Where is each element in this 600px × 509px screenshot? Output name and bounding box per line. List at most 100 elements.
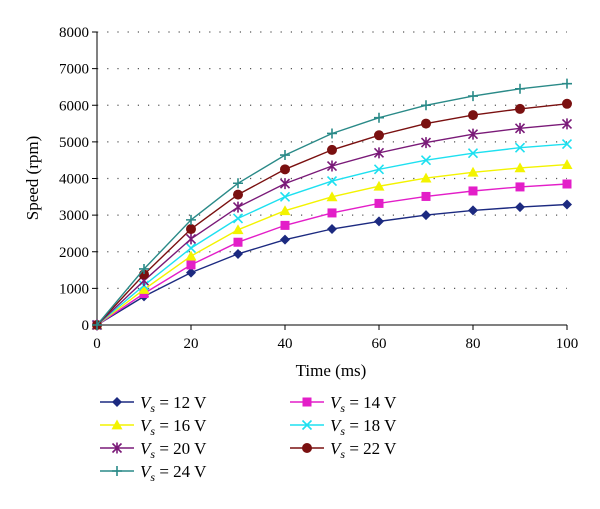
data-point [468, 205, 478, 216]
data-point [280, 164, 290, 175]
data-point [280, 220, 290, 230]
data-point [326, 191, 338, 202]
x-tick-label: 20 [184, 336, 199, 352]
data-point [138, 283, 150, 294]
data-point [186, 267, 196, 278]
data-point [421, 118, 431, 129]
legend-label: Vs = 16 V [140, 416, 207, 438]
series-6 [92, 78, 572, 330]
data-point [562, 199, 572, 210]
data-point [232, 213, 244, 224]
data-point [326, 160, 338, 172]
legend-marker [302, 443, 312, 453]
data-point [279, 191, 291, 202]
legend-marker [111, 442, 123, 454]
y-tick-label: 2000 [59, 245, 89, 261]
data-point [374, 198, 384, 208]
data-point [233, 237, 243, 247]
data-point [468, 110, 478, 121]
grid-layer [97, 31, 567, 289]
series-layer [91, 78, 573, 331]
data-point [515, 202, 525, 213]
x-tick-label: 80 [466, 336, 481, 352]
data-point [421, 100, 431, 111]
data-point [233, 189, 243, 200]
legend-item: Vs = 24 V [100, 462, 207, 484]
legend-marker [111, 419, 123, 430]
legend-label: Vs = 22 V [330, 439, 397, 461]
data-point [373, 164, 385, 175]
y-tick-label: 7000 [59, 62, 89, 78]
legend: Vs = 12 V Vs = 14 VVs = 16 V Vs = 18 VVs =… [100, 393, 397, 484]
data-point [279, 205, 291, 216]
data-point [514, 122, 526, 134]
legend-item: Vs = 12 V [100, 393, 207, 415]
data-point [420, 172, 432, 183]
data-point [185, 233, 197, 245]
data-point [280, 234, 290, 245]
x-tick-label: 60 [372, 336, 387, 352]
data-point [327, 144, 337, 155]
series-0 [92, 199, 572, 330]
data-point [561, 118, 573, 130]
data-point [280, 150, 290, 161]
data-point [514, 142, 526, 153]
legend-item: Vs = 22 V [290, 439, 397, 461]
data-point [232, 224, 244, 235]
legend-label: Vs = 24 V [140, 462, 207, 484]
legend-label: Vs = 20 V [140, 439, 207, 461]
data-point [374, 130, 384, 141]
y-tick-label: 3000 [59, 208, 89, 224]
legend-label: Vs = 12 V [140, 393, 207, 415]
legend-label: Vs = 14 V [330, 393, 397, 415]
data-point [92, 320, 102, 330]
legend-marker [301, 419, 313, 431]
data-point [467, 148, 479, 159]
data-point [468, 91, 478, 102]
series-2 [91, 159, 573, 330]
data-point [326, 175, 338, 187]
data-point [562, 98, 572, 109]
y-tick-label: 6000 [59, 98, 89, 114]
legend-item: Vs = 16 V [100, 416, 207, 438]
x-tick-label: 0 [93, 336, 101, 352]
legend-item: Vs = 14 V [290, 393, 397, 415]
data-point [515, 103, 525, 114]
data-point [561, 139, 573, 150]
data-point [374, 216, 384, 227]
data-point [515, 182, 525, 192]
data-point [421, 210, 431, 221]
x-tick-label: 100 [556, 336, 579, 352]
data-point [327, 224, 337, 235]
data-point [327, 208, 337, 218]
data-point [186, 224, 196, 235]
data-point [562, 179, 572, 189]
series-5 [92, 98, 572, 330]
legend-marker [112, 466, 122, 476]
data-point [373, 180, 385, 191]
data-point [373, 147, 385, 159]
series-line [96, 183, 568, 326]
data-point [233, 178, 243, 189]
data-point [562, 78, 572, 89]
y-axis-title: Speed (rpm) [23, 136, 42, 221]
data-point [421, 191, 431, 201]
data-point [232, 201, 244, 213]
data-point [561, 159, 573, 169]
data-point [139, 263, 149, 274]
series-3 [91, 139, 573, 331]
data-point [515, 83, 525, 94]
y-tick-label: 8000 [59, 25, 89, 41]
legend-label: Vs = 18 V [330, 416, 397, 438]
x-axis-title: Time (ms) [296, 361, 367, 380]
data-point [374, 112, 384, 123]
data-point [420, 155, 432, 166]
y-tick-label: 4000 [59, 172, 89, 188]
data-point [420, 137, 432, 149]
data-point [233, 248, 243, 259]
y-tick-label: 5000 [59, 135, 89, 151]
ticks-layer: 0 1000 2000 3000 4000 5000 6000 7000 8000 0 20 40 60… [59, 25, 578, 352]
x-tick-label: 40 [278, 336, 293, 352]
legend-item: Vs = 20 V [100, 439, 207, 461]
